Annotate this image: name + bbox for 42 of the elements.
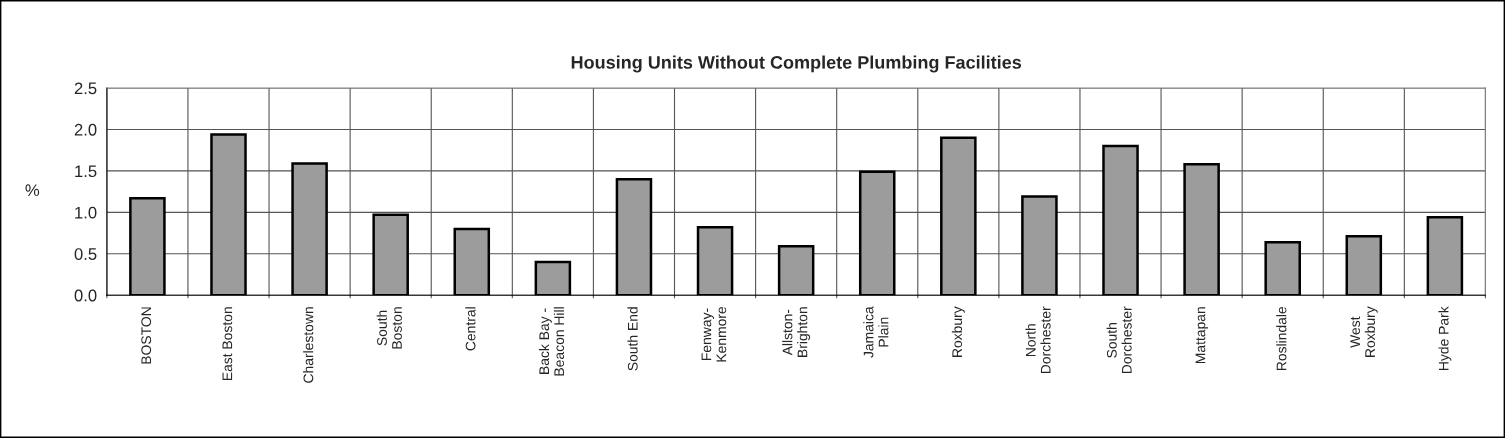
x-tick-label: South End xyxy=(627,307,638,371)
bar xyxy=(1183,163,1220,296)
y-tick-label: 0.0 xyxy=(74,289,97,302)
bar xyxy=(453,227,491,296)
bar xyxy=(1345,235,1383,296)
x-tick-label: Charlestown xyxy=(303,307,314,383)
x-tick-label: Fenway- Kenmore xyxy=(701,306,727,362)
bar xyxy=(1264,240,1301,296)
x-tick-label: North Dorchester xyxy=(1025,306,1051,374)
y-tick-label: 2.5 xyxy=(74,82,97,95)
bar xyxy=(1426,216,1464,296)
bar xyxy=(940,136,977,296)
bar xyxy=(615,177,653,296)
bar xyxy=(1102,144,1139,296)
x-tick-label: Central xyxy=(465,307,476,351)
x-tick-label: South Dorchester xyxy=(1106,306,1132,374)
bar xyxy=(372,213,409,296)
x-tick-label: Roslindale xyxy=(1276,306,1287,371)
x-tick-label: BOSTON xyxy=(141,307,152,364)
bar xyxy=(858,170,896,296)
bar xyxy=(534,260,572,296)
x-tick-label: West Roxbury xyxy=(1350,306,1378,357)
x-tick-label: Hyde Park xyxy=(1438,306,1452,371)
x-tick-label: Allston- Brighton xyxy=(782,307,811,357)
bar xyxy=(129,197,166,296)
x-tick-label: East Boston xyxy=(222,307,233,381)
x-tick-label: South Boston xyxy=(376,307,402,349)
bar xyxy=(777,245,815,296)
bar xyxy=(696,226,734,296)
x-tick-label: Jamaica Plain xyxy=(863,306,889,358)
y-tick-label: 1.5 xyxy=(75,165,97,178)
y-tick-label: 0.5 xyxy=(74,248,97,260)
bar xyxy=(1021,195,1058,296)
chart-title: Housing Units Without Complete Plumbing Facilities xyxy=(571,55,1022,73)
x-tick-label: Mattapan xyxy=(1195,307,1209,364)
x-tick-label: Back Bay - Beacon Hill xyxy=(538,307,565,376)
bar xyxy=(291,162,328,296)
y-tick-label: 2.0 xyxy=(74,123,97,136)
x-tick-label: Roxbury xyxy=(951,306,965,357)
bar xyxy=(210,133,247,296)
y-axis-title: % xyxy=(25,184,40,197)
y-tick-label: 1.0 xyxy=(75,206,97,219)
